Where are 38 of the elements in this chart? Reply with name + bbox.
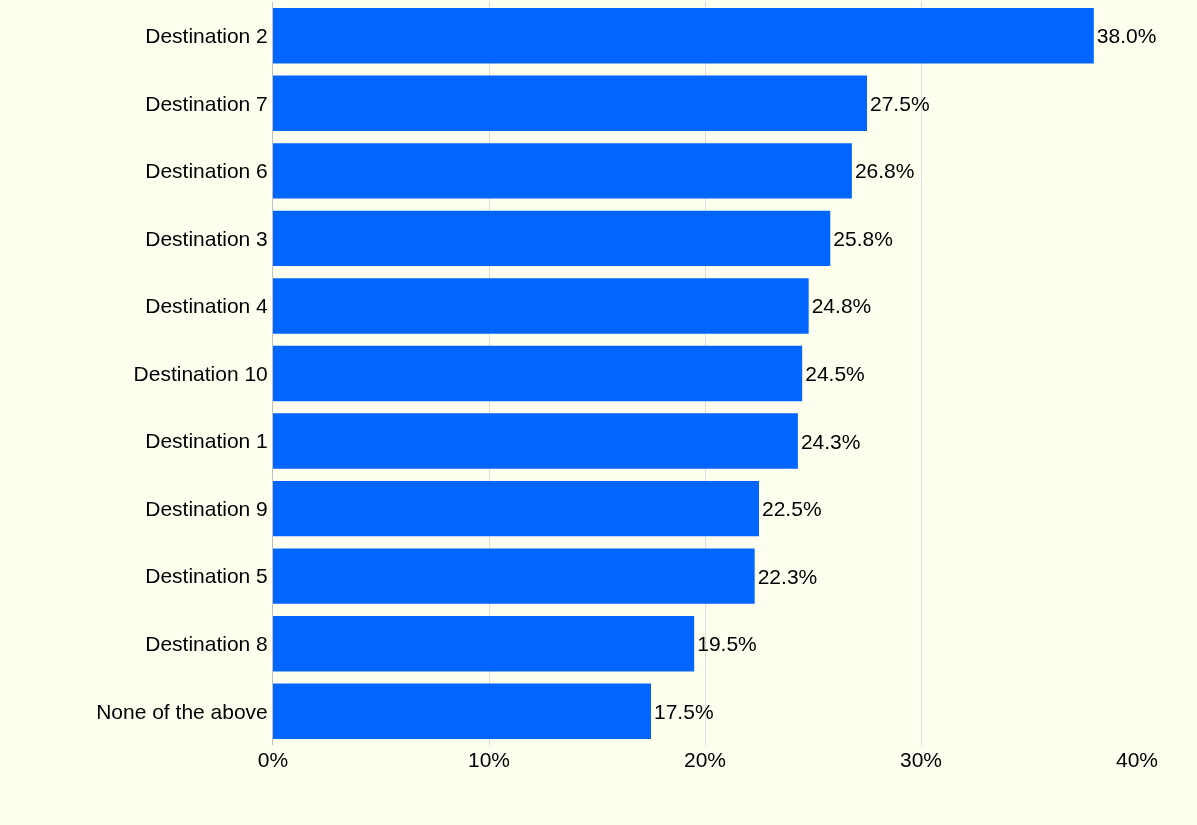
- data-label: 26.8%: [854, 159, 915, 183]
- y-tick-label: Destination 2: [145, 24, 268, 48]
- bar: [273, 75, 867, 132]
- data-label: 25.8%: [833, 226, 893, 250]
- bar: [273, 345, 803, 402]
- y-tick-label: Destination 5: [145, 564, 268, 588]
- data-label: 22.3%: [757, 564, 818, 588]
- y-tick-label: None of the above: [96, 699, 268, 723]
- bar: [273, 615, 695, 672]
- data-label: 17.5%: [654, 699, 714, 723]
- bar: [273, 210, 831, 267]
- y-tick-label: Destination 10: [133, 361, 268, 385]
- bar: [273, 480, 759, 537]
- x-tick-label: 0%: [257, 748, 289, 771]
- y-tick-label: Destination 8: [145, 632, 268, 656]
- y-tick-label: Destination 7: [145, 91, 268, 115]
- y-tick-label: Destination 4: [145, 294, 269, 318]
- bar: [273, 143, 852, 199]
- data-label: 24.5%: [805, 362, 865, 385]
- data-label: 27.5%: [870, 91, 930, 115]
- bar: [273, 413, 798, 469]
- y-tick-label: Destination 9: [145, 496, 268, 520]
- data-label: 19.5%: [697, 632, 757, 656]
- data-label: 22.5%: [762, 497, 822, 521]
- y-tick-label: Destination 1: [145, 429, 268, 453]
- data-label: 24.3%: [800, 429, 861, 453]
- x-tick-label: 10%: [467, 748, 511, 771]
- bar: [273, 548, 755, 604]
- x-tick-label: 30%: [899, 748, 943, 771]
- bar: [273, 683, 651, 739]
- y-tick-label: Destination 3: [145, 226, 268, 250]
- x-tick-label: 20%: [683, 748, 727, 771]
- bar: [273, 8, 1094, 64]
- y-tick-label: Destination 6: [145, 159, 268, 183]
- x-tick-label: 40%: [1115, 748, 1159, 771]
- bar: [273, 278, 809, 334]
- data-label: 38.0%: [1096, 24, 1157, 48]
- data-label: 24.8%: [811, 294, 872, 318]
